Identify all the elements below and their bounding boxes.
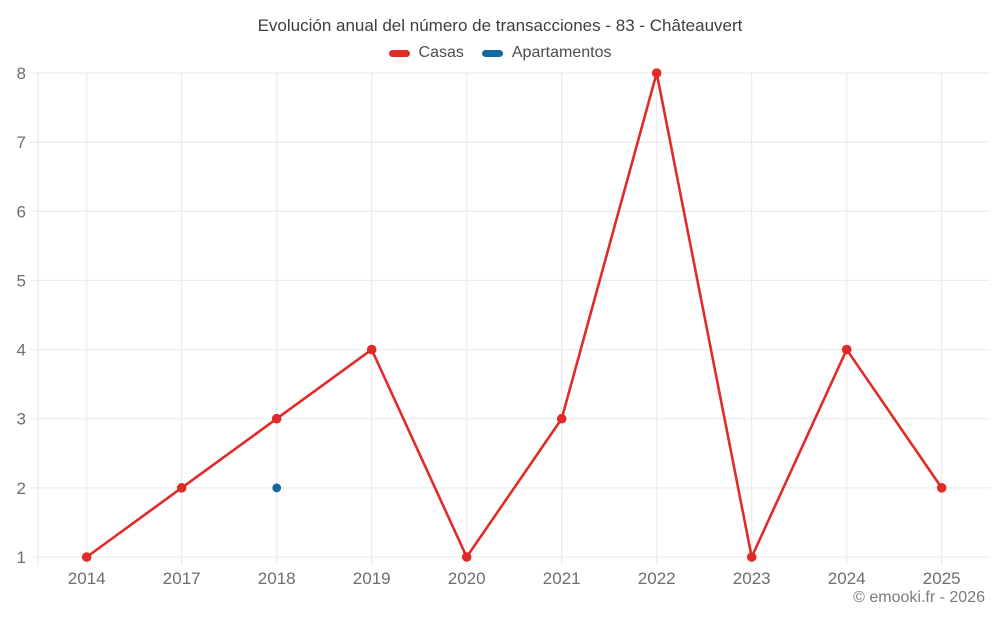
casas-point[interactable]	[651, 68, 662, 78]
y-tick-label: 4	[17, 341, 26, 360]
copyright: © emooki.fr - 2026	[853, 589, 985, 606]
x-tick-label: 2021	[543, 569, 581, 588]
x-tick-label: 2019	[353, 569, 391, 588]
casas-point[interactable]	[366, 344, 377, 355]
legend-marker-icon	[481, 49, 503, 57]
x-tick-label: 2024	[828, 569, 866, 588]
casas-point[interactable]	[556, 413, 567, 424]
legend: Casas Apartamentos	[0, 44, 1000, 62]
legend-label: Apartamentos	[511, 44, 612, 61]
casas-point[interactable]	[271, 413, 282, 424]
casas-point[interactable]	[841, 344, 852, 355]
y-tick-label: 8	[17, 64, 26, 83]
y-tick-label: 5	[17, 271, 26, 290]
casas-point[interactable]	[176, 483, 187, 493]
apartamentos-point[interactable]	[272, 483, 282, 493]
y-tick-label: 3	[17, 410, 26, 429]
legend-item-casas[interactable]: Casas	[388, 44, 464, 62]
x-tick-label: 2018	[258, 569, 296, 588]
x-tick-label: 2017	[163, 569, 201, 588]
x-tick-label: 2020	[448, 569, 486, 588]
x-tick-label: 2022	[638, 569, 676, 588]
y-tick-label: 6	[17, 202, 26, 221]
legend-label: Casas	[418, 44, 464, 61]
legend-marker-icon	[388, 49, 410, 57]
casas-point[interactable]	[746, 552, 757, 562]
y-tick-label: 2	[17, 479, 26, 498]
y-tick-label: 1	[17, 548, 26, 567]
casas-point[interactable]	[461, 552, 472, 562]
x-tick-label: 2023	[733, 569, 771, 588]
y-tick-label: 7	[17, 133, 26, 152]
x-tick-label: 2014	[68, 569, 106, 588]
x-tick-label: 2025	[923, 569, 961, 588]
legend-item-apartamentos[interactable]: Apartamentos	[481, 44, 612, 62]
casas-point[interactable]	[81, 552, 92, 562]
chart-title: Evolución anual del número de transaccio…	[257, 16, 743, 35]
casas-line	[85, 71, 944, 559]
casas-point[interactable]	[936, 483, 947, 493]
